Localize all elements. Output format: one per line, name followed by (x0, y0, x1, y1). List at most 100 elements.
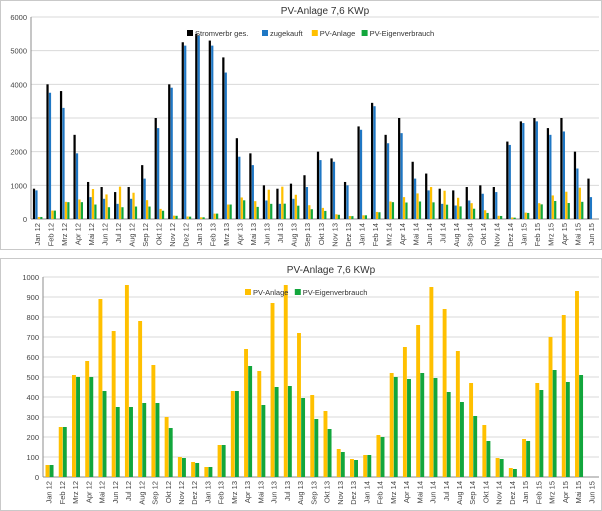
x-tick-label: Mrz 14 (389, 481, 398, 504)
bar-zugekauft-feb-14 (373, 106, 376, 219)
bar-eigen-jan-15 (526, 441, 531, 477)
bar-zugekauft-feb-13 (211, 45, 214, 219)
bar-eigen-jul-13 (287, 386, 292, 477)
bar-pv-jul-13 (283, 285, 288, 477)
bar-zugekauft-nov-14 (495, 192, 498, 219)
bar-eigen-apr-15 (565, 382, 570, 477)
x-tick-label: Jul 14 (442, 481, 451, 501)
bar-eigen-mrz-12 (76, 377, 80, 477)
bar-gesamt-jun-13 (262, 185, 266, 219)
bar-eigen-mrz-13 (234, 391, 239, 477)
bar-gesamt-apr-15 (560, 118, 563, 219)
legend-swatch-pv (245, 289, 251, 295)
bar-zugekauft-jun-14 (427, 190, 430, 219)
bar-eigen-apr-14 (407, 379, 411, 477)
bar-pv-jun-14 (429, 287, 434, 477)
bar-eigen-dez-12 (195, 463, 200, 477)
bar-gesamt-mai-12 (86, 181, 90, 219)
x-tick-label: Mai 15 (574, 223, 583, 246)
y-tick-label: 100 (26, 453, 39, 462)
bar-eigen-nov-13 (340, 452, 345, 477)
bar-eigen-jul-13 (283, 203, 286, 219)
x-tick-label: Okt 12 (154, 223, 163, 245)
x-tick-label: Jan 14 (357, 223, 366, 246)
y-tick-label: 500 (26, 373, 39, 382)
consumption-chart: PV-Anlage 7,6 KWp 0 1000 2000 3000 4000 5000 60… (10, 6, 599, 247)
x-tick-label: Jan 12 (45, 481, 54, 504)
x-tick-label: Jul 12 (114, 223, 123, 243)
bar-gesamt-feb-13 (208, 40, 211, 219)
x-tick-label: Jul 12 (124, 481, 133, 501)
bar-pv-apr-14 (402, 347, 407, 477)
x-tick-label: Jan 15 (520, 223, 529, 246)
x-tick-label: Feb 15 (534, 481, 543, 504)
y-tick-label: 6000 (10, 13, 27, 22)
x-tick-label: Apr 13 (243, 481, 252, 503)
bar-zugekauft-jun-12 (102, 198, 106, 219)
bar-pv-jul-14 (442, 309, 447, 477)
bar-pv-aug-14 (457, 197, 460, 219)
bar-zugekauft-mrz-14 (386, 143, 390, 219)
x-tick-label: Apr 15 (560, 223, 569, 245)
bar-pv-mai-14 (416, 193, 419, 219)
x-tick-label: Dez 12 (182, 223, 191, 247)
bar-eigen-apr-13 (248, 366, 253, 477)
x-tick-label: Apr 12 (73, 223, 82, 245)
bar-pv-apr-13 (240, 197, 243, 219)
bar-pv-feb-13 (213, 213, 216, 219)
bar-pv-jan-14 (363, 455, 368, 477)
x-tick-label: Jun 13 (263, 223, 272, 246)
bar-eigen-jun-14 (432, 202, 435, 219)
bar-eigen-dez-12 (188, 216, 192, 219)
bar-gesamt-jun-12 (100, 187, 103, 219)
bar-gesamt-mrz-12 (59, 91, 63, 219)
bar-pv-nov-14 (495, 458, 500, 477)
x-tick-label: Nov 14 (495, 481, 504, 505)
bar-gesamt-jan-13 (195, 33, 198, 220)
x-tick-label: Dez 14 (506, 223, 515, 247)
bar-pv-mai-15 (578, 187, 581, 219)
bar-pv-nov-13 (336, 449, 341, 477)
bar-pv-mrz-12 (64, 201, 68, 219)
bar-pv-feb-12 (58, 427, 63, 477)
bar-eigen-mrz-12 (67, 202, 70, 219)
bar-gesamt-nov-14 (492, 187, 495, 219)
bar-pv-okt-14 (484, 210, 487, 219)
bar-gesamt-okt-13 (316, 151, 320, 219)
bar-zugekauft-jul-14 (441, 203, 444, 219)
x-tick-label: Aug 13 (290, 223, 299, 247)
bar-eigen-nov-13 (337, 214, 340, 219)
bar-zugekauft-okt-12 (157, 128, 160, 219)
bar-eigen-mrz-14 (391, 202, 395, 219)
bar-pv-mai-14 (416, 325, 421, 477)
bar-zugekauft-dez-14 (508, 144, 511, 219)
bar-zugekauft-apr-15 (562, 131, 565, 219)
bar-eigen-aug-14 (459, 206, 462, 219)
bar-zugekauft-apr-14 (400, 133, 403, 219)
y-tick-label: 1000 (10, 181, 27, 190)
bar-eigen-dez-14 (512, 469, 517, 477)
bar-eigen-dez-14 (513, 217, 516, 219)
bar-eigen-jul-12 (121, 207, 124, 219)
x-tick-label: Feb 12 (46, 223, 55, 246)
bar-pv-jun-13 (267, 189, 270, 219)
bar-eigen-mrz-14 (393, 377, 398, 477)
y-tick-label: 200 (26, 433, 39, 442)
x-tick-label: Jan 15 (521, 481, 530, 504)
x-tick-label: Mai 13 (249, 223, 258, 246)
bar-eigen-sep-14 (472, 208, 476, 219)
x-tick-label: Mai 13 (256, 481, 265, 504)
bar-eigen-jan-14 (367, 455, 372, 477)
legend-label-zugekauft: zugekauft (270, 29, 303, 38)
bar-pv-sep-12 (145, 200, 149, 219)
bar-zugekauft-aug-12 (129, 198, 133, 219)
chart-panel-consumption: PV-Anlage 7,6 KWp 0 1000 2000 3000 4000 5000 60… (0, 0, 602, 250)
x-tick-label: Mrz 15 (547, 223, 556, 246)
bar-pv-mai-15 (575, 291, 579, 477)
bar-zugekauft-mai-12 (89, 197, 92, 219)
x-tick-label: Dez 14 (508, 481, 517, 505)
bar-zugekauft-aug-13 (292, 198, 295, 219)
bar-eigen-mrz-15 (554, 200, 557, 219)
y-tick-label: 0 (35, 473, 39, 482)
x-tick-label: Jul 13 (283, 481, 292, 501)
